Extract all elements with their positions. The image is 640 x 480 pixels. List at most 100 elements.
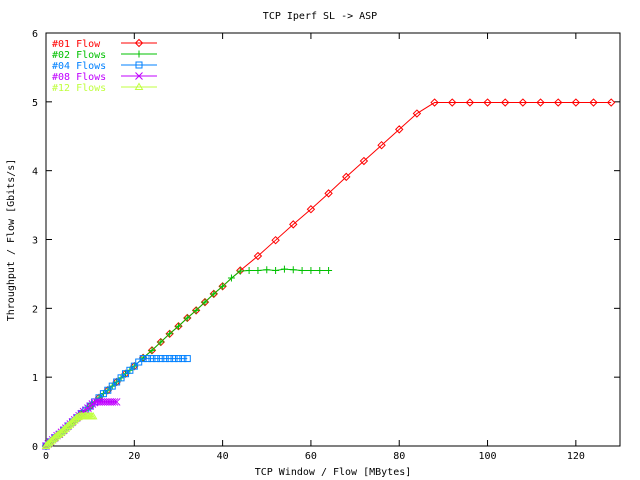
data-point (157, 355, 165, 363)
data-point (88, 411, 98, 420)
x-axis-label: TCP Window / Flow [MBytes] (255, 467, 412, 478)
data-point (571, 98, 581, 107)
data-point (500, 98, 510, 107)
legend: #01 Flow#02 Flows#04 Flows#08 Flows#12 F… (52, 38, 157, 94)
data-point (518, 98, 528, 107)
data-point (117, 374, 125, 382)
data-point (553, 98, 563, 107)
data-point (324, 189, 333, 198)
data-point (483, 98, 492, 107)
x-tick-label: 0 (43, 451, 49, 462)
legend-label: #12 Flows (52, 83, 106, 94)
data-point (307, 266, 315, 274)
data-point (359, 156, 369, 166)
data-point (88, 400, 97, 408)
data-point (179, 355, 187, 363)
legend-marker (134, 38, 144, 48)
y-tick-label: 2 (32, 304, 38, 315)
chart-title: TCP Iperf SL -> ASP (263, 11, 377, 22)
data-point (289, 266, 297, 274)
legend-marker (134, 82, 144, 90)
data-point (192, 306, 200, 314)
data-point (174, 322, 182, 330)
series-line (45, 102, 612, 447)
data-point (201, 298, 209, 306)
data-point (147, 346, 157, 355)
data-point (589, 98, 598, 107)
x-tick-label: 100 (479, 451, 497, 462)
data-point (110, 398, 119, 406)
legend-entry: #02 Flows (52, 50, 157, 61)
y-tick-label: 3 (32, 236, 38, 247)
data-point (165, 329, 174, 339)
series-2 (42, 265, 333, 450)
data-point (606, 98, 616, 107)
data-point (174, 355, 182, 363)
data-point (448, 98, 457, 107)
data-point (112, 398, 121, 406)
legend-label: #08 Flows (52, 72, 106, 83)
y-axis-label: Throughput / Flow [Gbits/s] (6, 159, 17, 322)
data-point (316, 266, 324, 274)
legend-marker (135, 50, 143, 58)
data-point (342, 172, 351, 182)
data-point (219, 282, 227, 290)
data-point (298, 266, 306, 274)
data-point (210, 290, 218, 298)
y-tick-label: 0 (32, 442, 38, 453)
data-point (166, 355, 174, 363)
data-point (108, 382, 116, 390)
legend-label: #02 Flows (52, 50, 106, 61)
legend-entry: #12 Flows (52, 82, 157, 94)
data-point (306, 205, 316, 214)
data-point (183, 314, 191, 322)
series-line (45, 268, 329, 447)
data-point (218, 282, 227, 291)
data-point (395, 125, 404, 134)
data-point (325, 266, 333, 274)
data-point (536, 98, 545, 107)
data-point (170, 355, 178, 363)
data-point (104, 386, 112, 394)
data-point (95, 394, 103, 402)
y-tick-label: 4 (32, 167, 38, 178)
data-point (157, 338, 165, 346)
data-point (166, 330, 174, 338)
legend-marker (135, 72, 143, 80)
data-point (152, 355, 160, 363)
data-point (253, 251, 263, 261)
data-point (271, 235, 280, 245)
legend-label: #04 Flows (52, 61, 106, 72)
data-point (113, 378, 121, 386)
data-point (139, 355, 147, 363)
axes: 0 20 40 60 80 100 120 0 1 2 3 4 5 6 (32, 29, 621, 462)
data-point (465, 98, 475, 107)
series-1 (41, 98, 616, 451)
y-tick-label: 5 (32, 98, 38, 109)
data-point (236, 267, 244, 275)
data-point (126, 366, 134, 374)
data-point (377, 140, 386, 150)
data-point (148, 355, 156, 363)
legend-entry: #01 Flow (52, 38, 157, 50)
series-layer (41, 98, 616, 451)
legend-entry: #08 Flows (52, 72, 157, 83)
data-point (254, 266, 262, 274)
x-tick-label: 120 (567, 451, 585, 462)
y-tick-label: 6 (32, 29, 38, 40)
series-5 (41, 411, 98, 449)
data-point (148, 346, 156, 354)
data-point (183, 355, 191, 363)
data-point (161, 355, 169, 363)
legend-marker (135, 61, 143, 69)
data-point (412, 109, 422, 118)
data-point (245, 266, 253, 274)
x-tick-label: 60 (305, 451, 317, 462)
x-tick-label: 40 (217, 451, 229, 462)
data-point (227, 274, 235, 282)
x-tick-label: 20 (128, 451, 140, 462)
data-point (280, 265, 288, 273)
data-point (144, 355, 152, 363)
data-point (263, 266, 271, 274)
